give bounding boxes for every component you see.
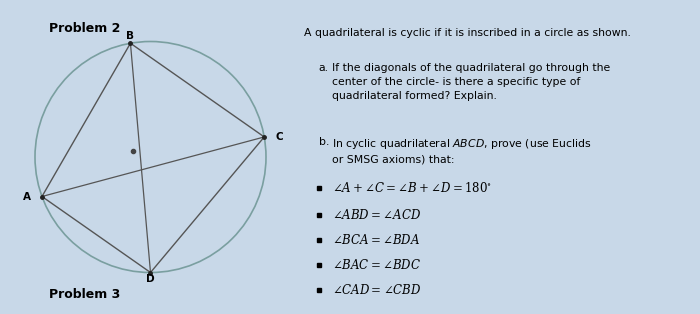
Text: If the diagonals of the quadrilateral go through the
center of the circle- is th: If the diagonals of the quadrilateral go… [332, 63, 610, 101]
Text: D: D [146, 274, 155, 284]
Text: $\angle CAD = \angle CBD$: $\angle CAD = \angle CBD$ [332, 284, 422, 297]
Text: B: B [127, 31, 134, 41]
Text: $\angle ABD = \angle ACD$: $\angle ABD = \angle ACD$ [332, 208, 421, 222]
Text: C: C [276, 132, 284, 142]
Text: In cyclic quadrilateral $ABCD$, prove (use Euclids
or SMSG axioms) that:: In cyclic quadrilateral $ABCD$, prove (u… [332, 137, 592, 165]
Text: $\angle BAC = \angle BDC$: $\angle BAC = \angle BDC$ [332, 258, 421, 272]
Text: Problem 2: Problem 2 [49, 22, 120, 35]
Text: Problem 3: Problem 3 [49, 289, 120, 301]
Text: b.: b. [318, 137, 329, 147]
Text: A: A [22, 192, 31, 202]
Text: $\angle A + \angle C = \angle B + \angle D = 180^{\circ}$: $\angle A + \angle C = \angle B + \angle… [332, 181, 492, 195]
Text: a.: a. [318, 63, 328, 73]
Text: $\angle BCA = \angle BDA$: $\angle BCA = \angle BDA$ [332, 233, 421, 247]
Text: A quadrilateral is cyclic if it is inscribed in a circle as shown.: A quadrilateral is cyclic if it is inscr… [304, 28, 631, 38]
